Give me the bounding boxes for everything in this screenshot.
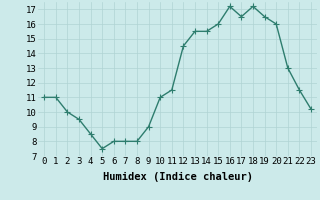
X-axis label: Humidex (Indice chaleur): Humidex (Indice chaleur) bbox=[103, 172, 252, 182]
